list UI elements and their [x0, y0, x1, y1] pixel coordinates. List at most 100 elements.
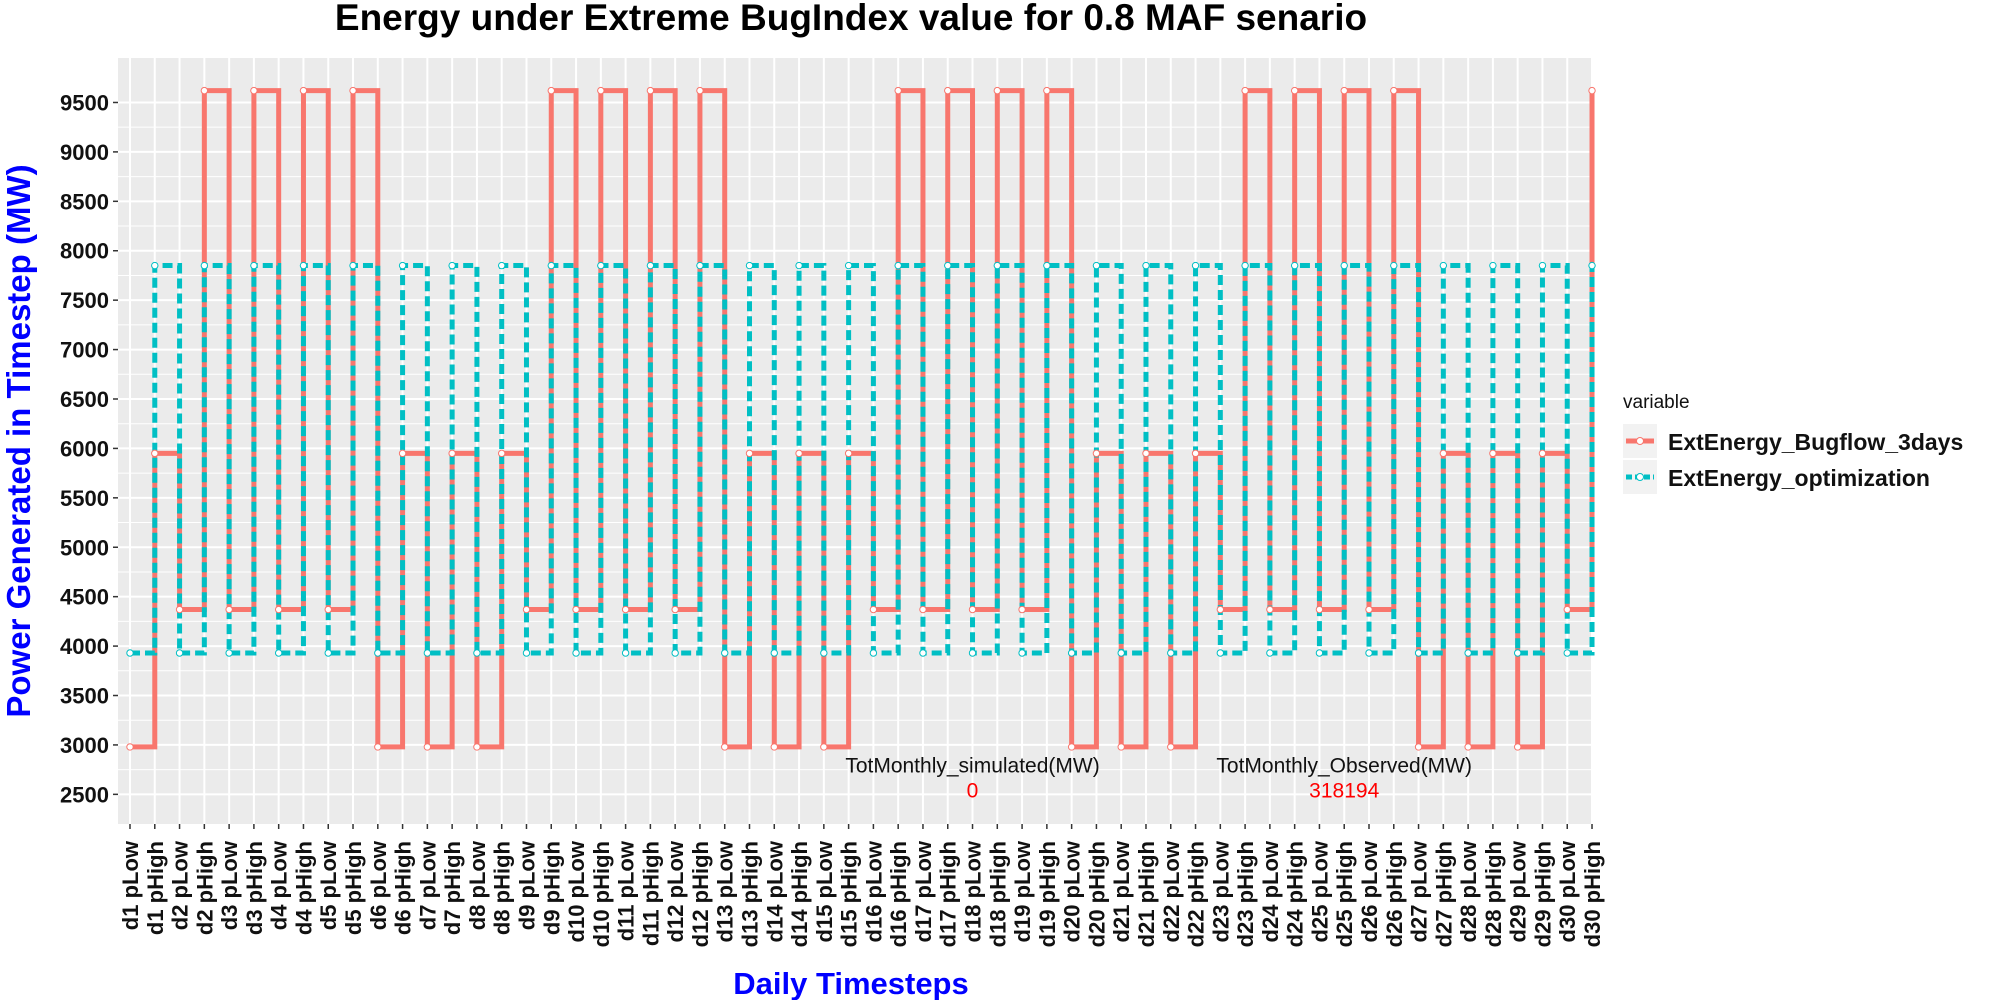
- series-point-0: [1167, 743, 1175, 751]
- x-tick-label: d19 pHigh: [1035, 841, 1060, 947]
- series-point-0: [795, 449, 803, 458]
- series-point-0: [1538, 449, 1547, 458]
- series-point-1: [993, 261, 1001, 270]
- series-point-1: [944, 261, 952, 270]
- series-point-1: [621, 649, 630, 657]
- series-point-1: [200, 261, 209, 270]
- series-point-1: [1241, 261, 1249, 270]
- x-tick-label: d2 pLow: [168, 840, 193, 930]
- x-tick-label: d14 pHigh: [787, 841, 812, 947]
- series-point-0: [1092, 449, 1101, 458]
- legend-title: variable: [1623, 392, 1690, 413]
- series-point-1: [398, 261, 407, 270]
- chart-title: Energy under Extreme BugIndex value for …: [335, 0, 1367, 38]
- series-point-0: [1365, 605, 1373, 614]
- x-tick-label: d7 pHigh: [440, 841, 465, 935]
- series-point-0: [1340, 86, 1348, 95]
- series-point-0: [225, 605, 233, 614]
- series-point-1: [1563, 649, 1571, 657]
- series-point-0: [621, 605, 630, 614]
- series-point-1: [1464, 649, 1472, 657]
- y-tick-label: 5500: [60, 486, 109, 511]
- series-point-1: [1216, 649, 1225, 657]
- series-point-0: [1439, 449, 1448, 458]
- series-point-0: [646, 86, 655, 95]
- series-point-1: [1538, 261, 1547, 270]
- y-tick-label: 2500: [60, 782, 109, 807]
- series-point-0: [324, 605, 332, 614]
- series-point-1: [522, 649, 531, 657]
- series-point-1: [1414, 649, 1423, 657]
- series-point-0: [894, 86, 902, 95]
- x-tick-label: d28 pLow: [1456, 840, 1481, 942]
- x-tick-label: d1 pHigh: [143, 841, 168, 935]
- x-tick-label: d8 pLow: [465, 840, 490, 930]
- series-point-1: [671, 649, 679, 657]
- series-point-0: [547, 86, 555, 95]
- series-point-0: [869, 605, 878, 614]
- legend-key-point: [1636, 473, 1644, 481]
- series-point-1: [374, 649, 382, 657]
- legend-key-point: [1636, 437, 1644, 445]
- series-point-1: [1439, 261, 1448, 270]
- annotation-value: 0: [967, 780, 979, 803]
- series-point-1: [894, 261, 902, 270]
- series-point-1: [1043, 261, 1051, 270]
- series-point-1: [1340, 261, 1348, 270]
- x-tick-label: d25 pLow: [1307, 840, 1332, 942]
- x-tick-label: d18 pHigh: [985, 841, 1010, 947]
- x-tick-label: d25 pHigh: [1332, 841, 1357, 947]
- series-point-0: [1216, 605, 1225, 614]
- annotations: TotMonthly_simulated(MW)0 TotMonthly_Obse…: [845, 755, 1472, 803]
- x-tick-label: d17 pLow: [911, 840, 936, 942]
- series-point-0: [522, 605, 531, 614]
- series-point-1: [1588, 261, 1596, 270]
- x-tick-label: d20 pHigh: [1084, 841, 1109, 947]
- x-tick-label: d12 pHigh: [688, 841, 713, 947]
- series-point-1: [770, 649, 778, 657]
- series-point-0: [1464, 743, 1472, 751]
- annotation-label: TotMonthly_Observed(MW): [1216, 755, 1472, 778]
- legend-label-1: ExtEnergy_optimization: [1668, 465, 1930, 491]
- x-tick-label: d5 pLow: [316, 840, 341, 930]
- series-point-0: [299, 86, 308, 95]
- series-point-0: [696, 86, 704, 95]
- series-point-1: [1117, 649, 1125, 657]
- x-tick-label: d4 pLow: [267, 840, 292, 930]
- x-tick-label: d13 pLow: [713, 840, 738, 942]
- x-tick-label: d7 pLow: [415, 840, 440, 930]
- series-point-1: [324, 649, 332, 657]
- series-point-0: [1414, 743, 1423, 751]
- x-tick-label: d26 pLow: [1357, 840, 1382, 942]
- x-tick-label: d11 pLow: [614, 840, 639, 941]
- x-tick-label: d27 pLow: [1407, 840, 1432, 942]
- series-point-1: [1167, 649, 1175, 657]
- series-point-0: [1290, 86, 1299, 95]
- x-tick-label: d9 pLow: [514, 840, 539, 930]
- series-point-0: [1563, 605, 1571, 614]
- series-point-0: [1315, 605, 1324, 614]
- series-point-1: [869, 649, 878, 657]
- x-tick-label: d16 pHigh: [886, 841, 911, 947]
- y-tick-label: 9500: [60, 90, 109, 115]
- x-tick-label: d17 pHigh: [936, 841, 961, 947]
- series-point-1: [151, 261, 159, 270]
- x-tick-label: d29 pHigh: [1530, 841, 1555, 947]
- x-tick-label: d8 pHigh: [490, 841, 515, 935]
- series-point-1: [1513, 649, 1522, 657]
- series-point-0: [349, 86, 357, 95]
- series-point-0: [200, 86, 209, 95]
- series-point-0: [1241, 86, 1249, 95]
- series-point-0: [770, 743, 778, 751]
- y-tick-label: 7000: [60, 338, 109, 363]
- series-point-0: [944, 86, 952, 95]
- x-tick-label: d1 pLow: [118, 840, 143, 930]
- series-point-1: [646, 261, 655, 270]
- y-tick-label: 8000: [60, 239, 109, 264]
- x-tick-label: d19 pLow: [1010, 840, 1035, 942]
- series-point-1: [1489, 261, 1497, 270]
- y-tick-label: 4500: [60, 585, 109, 610]
- series-point-0: [1588, 86, 1596, 95]
- series-point-0: [721, 743, 729, 751]
- x-tick-label: d22 pLow: [1159, 840, 1184, 942]
